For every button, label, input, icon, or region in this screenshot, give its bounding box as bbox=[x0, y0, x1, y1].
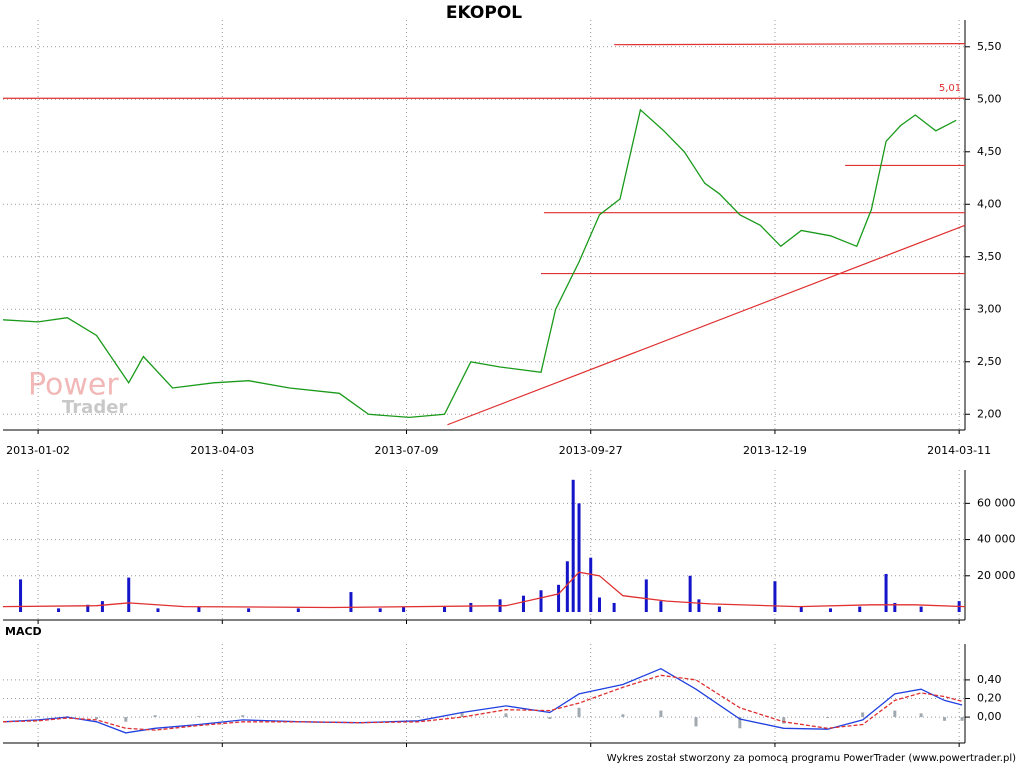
x-tick-label: 2013-01-02 bbox=[6, 444, 70, 457]
level-line bbox=[614, 43, 966, 46]
y-tick-label: 3,00 bbox=[977, 302, 1002, 315]
bar bbox=[943, 717, 947, 721]
bar bbox=[782, 717, 786, 724]
line bbox=[2, 571, 966, 609]
bar bbox=[197, 606, 201, 612]
y-tick-label: 5,50 bbox=[977, 40, 1002, 53]
bar bbox=[697, 599, 701, 612]
y-tick-label: 60 000 bbox=[977, 496, 1016, 509]
bar bbox=[659, 710, 663, 718]
bar bbox=[577, 503, 581, 612]
bar bbox=[247, 608, 251, 612]
bar bbox=[19, 579, 23, 612]
bar bbox=[644, 579, 648, 612]
bar bbox=[504, 713, 508, 718]
bar bbox=[919, 713, 923, 718]
line bbox=[2, 674, 963, 731]
bar bbox=[539, 590, 543, 612]
bar bbox=[402, 606, 406, 612]
y-tick-label: 20 000 bbox=[977, 569, 1016, 582]
bar bbox=[86, 604, 90, 612]
x-tick-label: 2013-09-27 bbox=[559, 444, 623, 457]
bar bbox=[828, 608, 832, 612]
bar bbox=[153, 715, 157, 718]
watermark: Power bbox=[28, 368, 119, 403]
bar bbox=[694, 717, 698, 727]
bar bbox=[565, 561, 569, 612]
bar bbox=[597, 597, 601, 612]
bar bbox=[416, 716, 420, 718]
bar bbox=[156, 608, 160, 612]
x-tick-label: 2014-03-11 bbox=[927, 444, 991, 457]
y-tick-label: 0,20 bbox=[977, 692, 1002, 705]
bar bbox=[688, 575, 692, 612]
bar bbox=[659, 601, 663, 612]
x-tick-label: 2013-12-19 bbox=[743, 444, 807, 457]
bar bbox=[919, 606, 923, 612]
bar bbox=[548, 717, 552, 719]
line bbox=[2, 667, 963, 734]
x-tick-label: 2013-04-03 bbox=[190, 444, 254, 457]
bar bbox=[443, 606, 447, 612]
bar bbox=[773, 581, 777, 612]
y-tick-label: 40 000 bbox=[977, 533, 1016, 546]
panel-title: MACD bbox=[5, 625, 42, 638]
bar bbox=[571, 479, 575, 612]
bar bbox=[100, 601, 104, 612]
bar bbox=[858, 606, 862, 612]
bar bbox=[717, 606, 721, 612]
bar bbox=[127, 577, 131, 612]
bar bbox=[884, 573, 888, 612]
line bbox=[2, 108, 957, 419]
bar bbox=[612, 602, 616, 612]
bar bbox=[469, 602, 473, 612]
y-tick-label: 4,50 bbox=[977, 145, 1002, 158]
bar bbox=[577, 707, 581, 718]
bar bbox=[893, 602, 897, 612]
bar bbox=[960, 717, 964, 721]
bar bbox=[124, 717, 128, 722]
bar bbox=[378, 608, 382, 612]
bar bbox=[826, 717, 830, 719]
x-tick-label: 2013-07-09 bbox=[375, 444, 439, 457]
y-tick-label: 5,00 bbox=[977, 92, 1002, 105]
chart-title: EKOPOL bbox=[446, 3, 522, 23]
bar bbox=[557, 584, 561, 612]
y-tick-label: 0,00 bbox=[977, 710, 1002, 723]
bar bbox=[799, 606, 803, 612]
y-tick-label: 0,40 bbox=[977, 673, 1002, 686]
bar bbox=[621, 714, 625, 718]
level-line bbox=[447, 224, 966, 426]
bar bbox=[349, 592, 353, 612]
bar bbox=[36, 716, 40, 718]
bar bbox=[861, 712, 865, 718]
watermark: Trader bbox=[62, 397, 127, 418]
bar bbox=[241, 715, 245, 718]
bar bbox=[738, 717, 742, 729]
bar bbox=[893, 710, 897, 718]
bar bbox=[197, 716, 201, 718]
bar bbox=[589, 557, 593, 612]
y-tick-label: 3,50 bbox=[977, 250, 1002, 263]
y-tick-label: 2,50 bbox=[977, 355, 1002, 368]
annotation: 5,01 bbox=[939, 83, 961, 94]
bar bbox=[460, 712, 464, 718]
bar bbox=[521, 595, 525, 612]
y-tick-label: 4,00 bbox=[977, 197, 1002, 210]
bar bbox=[57, 608, 61, 612]
bar bbox=[296, 608, 300, 612]
y-tick-label: 2,00 bbox=[977, 407, 1002, 420]
bar bbox=[95, 717, 99, 719]
footer: Wykres został stworzony za pomocą progra… bbox=[607, 753, 1016, 764]
